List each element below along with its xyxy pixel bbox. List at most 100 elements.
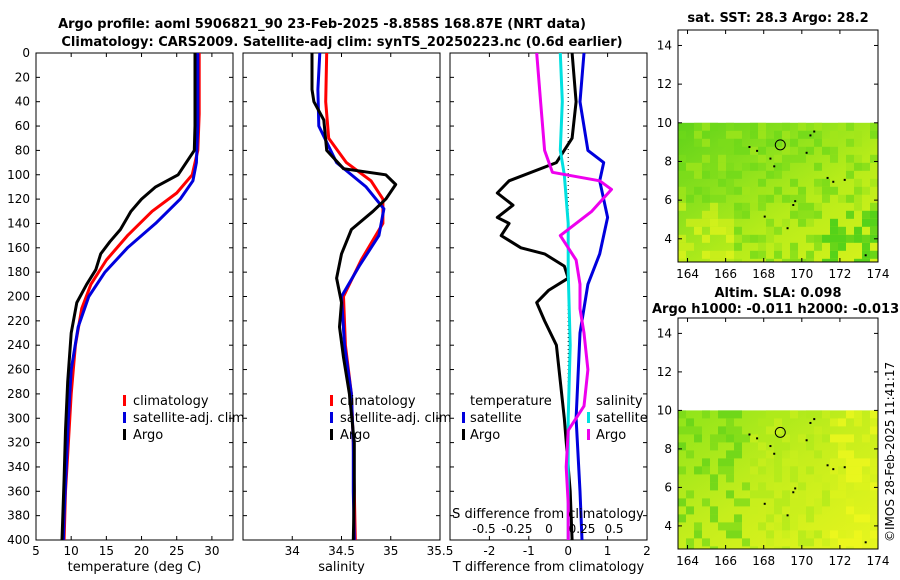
sla-map-field-cell: [838, 490, 846, 499]
sst-map-island: [809, 134, 812, 137]
sst-map-field-cell: [830, 258, 838, 262]
depth-tick-label: 0: [22, 46, 30, 60]
sst-map-field-cell: [774, 186, 782, 195]
sst-map-field-cell: [734, 242, 742, 251]
sla-map-field-cell: [814, 410, 822, 419]
sla-map-field-cell: [678, 442, 686, 451]
sla-map-field-cell: [710, 442, 718, 451]
sla-map-field-cell: [798, 530, 806, 539]
legend-swatch-2: [123, 429, 126, 440]
sla-map-field-cell: [838, 482, 846, 491]
difference-profile-panel: -2 -1 0 1 2 T difference from climatology temp…: [449, 52, 651, 575]
sst-map-field-cell: [702, 194, 710, 203]
sst-map-field-cell: [838, 234, 846, 243]
legend-t-satellite-swatch: [462, 412, 465, 423]
sst-map-field-cell: [774, 226, 782, 235]
difference-profile-axes-box: [449, 52, 648, 541]
sst-map-field-cell: [742, 146, 750, 155]
salinity-profile-xtick-label: 35: [383, 544, 398, 558]
sla-map-xtick-label: 174: [867, 554, 890, 568]
sst-map-field-cell: [830, 234, 838, 243]
sst-map-field-cell: [758, 202, 766, 211]
sst-map-field-cell: [830, 146, 838, 155]
sla-map-field-cell: [710, 434, 718, 443]
depth-tick-label: 240: [7, 338, 30, 352]
sla-map-field-cell: [854, 530, 862, 539]
sst-map-field-cell: [750, 146, 758, 155]
sst-map-field-cell: [734, 234, 742, 243]
sst-map-field-cell: [702, 250, 710, 259]
sla-map-field-cell: [830, 530, 838, 539]
sst-map-field-cell: [766, 258, 774, 262]
sla-map-field-cell: [846, 466, 854, 475]
sla-map-field-cell: [790, 498, 798, 507]
depth-tick-label: 320: [7, 436, 30, 450]
sla-map-field-cell: [726, 426, 734, 435]
depth-tick-label: 300: [7, 411, 30, 425]
salinity-diff-tick-label: 0.25: [569, 522, 596, 536]
temperature-profile-xtick-label: 20: [134, 544, 149, 558]
sst-map-field-cell: [758, 154, 766, 163]
sla-map-field-cell: [734, 514, 742, 523]
temperature-profile-legend-label: climatology: [133, 394, 209, 409]
sla-map-field-cell: [766, 426, 774, 435]
sst-map-field-cell: [702, 186, 710, 195]
sst-map-ytick-label: 8: [664, 154, 672, 168]
sst-map-field-cell: [862, 162, 870, 171]
depth-tick-label: 280: [7, 387, 30, 401]
sla-map-field-cell: [718, 434, 726, 443]
sst-map-field-cell: [742, 186, 750, 195]
sla-map-field-cell: [846, 474, 854, 483]
sst-map-field-cell: [694, 130, 702, 139]
sst-map-field-cell: [758, 178, 766, 187]
sla-map-field-cell: [838, 450, 846, 459]
sst-map-field-cell: [726, 234, 734, 243]
difference-profile-series-s-argo: [535, 53, 613, 540]
sst-map-field-cell: [846, 210, 854, 219]
sla-map-field-cell: [798, 482, 806, 491]
sst-map-field-cell: [830, 154, 838, 163]
sst-map-ytick-label: 14: [657, 38, 672, 52]
sst-map-field-cell: [870, 226, 878, 235]
sst-map-island: [792, 204, 795, 206]
sst-map-field-cell: [846, 170, 854, 179]
temperature-profile-xlabel: temperature (deg C): [68, 560, 202, 575]
salinity-diff-tick-label: -0.5: [472, 522, 495, 536]
sst-map-field-cell: [742, 210, 750, 219]
sst-map-field-cell: [838, 242, 846, 251]
sla-map-field-cell: [766, 490, 774, 499]
sst-map-field-cell: [870, 202, 878, 211]
sst-map-field-cell: [718, 194, 726, 203]
sst-map-field-cell: [710, 122, 718, 131]
sst-map-field-cell: [702, 154, 710, 163]
sla-map-field-cell: [782, 498, 790, 507]
sst-map-field-cell: [870, 218, 878, 227]
sst-map-field-cell: [782, 130, 790, 139]
salinity-diff-tick-label: 0.5: [604, 522, 623, 536]
sla-map-field-cell: [686, 506, 694, 515]
sst-map-field-cell: [734, 170, 742, 179]
sla-map-field-cell: [758, 522, 766, 531]
sst-map-field-cell: [766, 226, 774, 235]
sst-map-field-cell: [854, 138, 862, 147]
sst-map-field-cell: [686, 194, 694, 203]
sla-map-field-cell: [846, 506, 854, 515]
sla-map-field-cell: [710, 506, 718, 515]
sst-map-field-cell: [774, 242, 782, 251]
sst-map-field-cell: [814, 210, 822, 219]
sla-map-field-cell: [734, 522, 742, 531]
sst-map-field-cell: [854, 194, 862, 203]
sla-map-field-cell: [686, 490, 694, 499]
sst-map-field-cell: [710, 194, 718, 203]
sst-map-field-cell: [790, 258, 798, 262]
sst-map-island: [786, 227, 789, 230]
salinity-profile-series-argo: [310, 53, 398, 540]
salinity-diff-axis-label: S difference from climatology: [452, 507, 644, 522]
sla-map-field-cell: [846, 434, 854, 443]
sla-map-field-cell: [870, 490, 878, 499]
sst-map-field-cell: [870, 178, 878, 187]
sla-map-field-cell: [854, 482, 862, 491]
header-line1: Argo profile: aoml 5906821_90 23-Feb-202…: [58, 17, 586, 32]
